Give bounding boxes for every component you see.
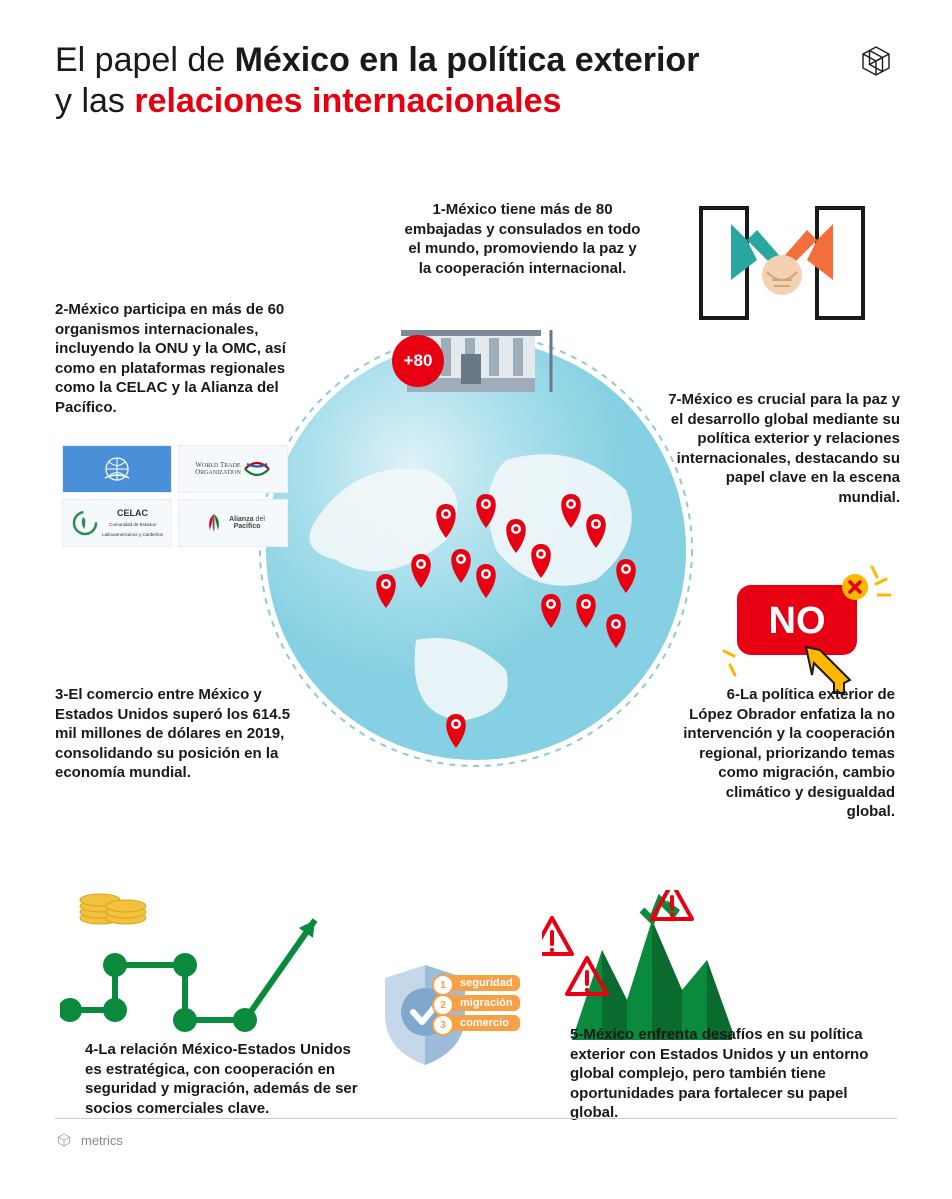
title-prefix-2: y las — [55, 82, 134, 120]
no-button-illustration: NO — [722, 565, 892, 700]
cube-icon — [55, 1131, 73, 1149]
title-red: relaciones internacionales — [134, 82, 561, 120]
title-line-2: y las relaciones internacionales — [55, 81, 815, 122]
fact-2: 2-México participa en más de 60 organism… — [55, 300, 315, 417]
fact-7: 7-México es crucial para la paz y el des… — [660, 390, 900, 507]
embassy-count-badge: +80 — [392, 335, 444, 387]
title-prefix-1: El papel de — [55, 41, 235, 79]
shield-label-1: seguridad — [440, 975, 520, 991]
fact-4: 4-La relación México-Estados Unidos es e… — [85, 1040, 360, 1118]
handshake-icon — [697, 200, 867, 355]
no-text: NO — [769, 600, 826, 642]
shield-labels: seguridad migración comercio — [440, 975, 520, 1035]
growth-line-chart — [60, 900, 340, 1045]
org-logo-un — [62, 445, 172, 493]
fact-1: 1-México tiene más de 80 embajadas y con… — [400, 200, 645, 278]
fact-3: 3-El comercio entre México y Estados Uni… — [55, 685, 305, 783]
fact-6: 6-La política exterior de López Obrador … — [680, 685, 895, 822]
org-logo-alianza: Alianza delPacífico — [178, 499, 288, 547]
org-logo-wto: WORLD TRADEORGANIZATION — [178, 445, 288, 493]
org-logos-grid: WORLD TRADEORGANIZATION CELACComunidad d… — [62, 445, 292, 547]
title-line-1: El papel de México en la política exteri… — [55, 40, 815, 81]
shield-label-2: migración — [440, 995, 520, 1011]
title-bold: México en la política exterior — [235, 41, 700, 79]
org-logo-celac: CELACComunidad de EstadosLatinoamericano… — [62, 499, 172, 547]
globe-illustration — [256, 330, 696, 815]
badge-label: +80 — [404, 351, 433, 371]
footer-text: metrics — [81, 1133, 123, 1148]
shield-label-3: comercio — [440, 1015, 520, 1031]
page-title: El papel de México en la política exteri… — [55, 40, 815, 122]
cube-icon — [855, 40, 897, 87]
footer: metrics — [55, 1118, 897, 1149]
fact-5: 5-México enfrenta desafíos en su polític… — [570, 1025, 870, 1123]
